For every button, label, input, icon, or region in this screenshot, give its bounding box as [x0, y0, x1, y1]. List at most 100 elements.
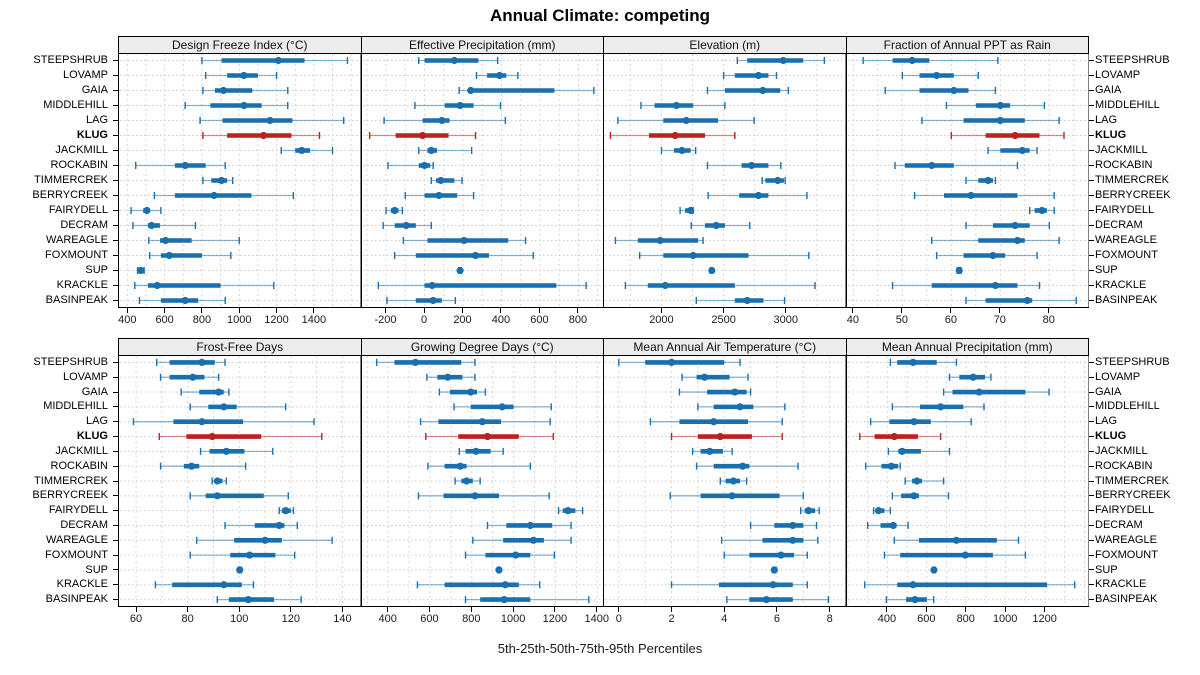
row-tick-right — [1088, 599, 1094, 601]
median-dot — [456, 462, 464, 470]
median-dot — [739, 462, 747, 470]
row-tick-right — [1088, 105, 1094, 106]
x-axis-tick-label: 400 — [877, 613, 897, 625]
x-axis-tick-label: 60 — [944, 314, 957, 326]
x-axis-tick — [126, 308, 128, 313]
x-axis-tick-label: 1200 — [1032, 613, 1057, 625]
median-dot — [949, 86, 957, 95]
site-label: WAREAGLE — [46, 533, 108, 546]
median-dot — [161, 236, 170, 245]
median-dot — [240, 101, 248, 110]
median-dot — [498, 403, 506, 411]
median-dot — [428, 281, 436, 290]
row-tick-right — [1088, 120, 1094, 121]
site-label: GAIA — [1095, 84, 1122, 96]
row-tick-right — [1088, 135, 1094, 136]
x-axis-tick — [187, 607, 189, 612]
site-label: JACKMILL — [1095, 444, 1148, 457]
row-tick-left — [113, 195, 118, 196]
x-axis-tick — [999, 308, 1001, 313]
median-dot — [996, 116, 1004, 125]
median-dot — [420, 161, 428, 170]
row-tick-left — [113, 150, 118, 151]
median-dot — [443, 373, 451, 381]
site-label: KLUG — [1095, 129, 1127, 141]
x-axis-tick-label: 140 — [333, 613, 352, 625]
median-dot — [729, 477, 738, 485]
row-tick-left — [113, 105, 118, 106]
x-axis-tick-label: 8 — [826, 613, 833, 625]
site-label: KRACKLE — [56, 279, 108, 291]
median-dot — [427, 146, 435, 155]
median-dot — [789, 521, 797, 530]
panel-plot-area — [845, 53, 1089, 308]
median-dot — [275, 521, 283, 530]
x-axis-tick — [554, 607, 556, 612]
median-dot — [402, 221, 410, 230]
median-dot — [1037, 206, 1046, 215]
site-label: DECRAM — [60, 519, 108, 532]
median-dot — [908, 358, 917, 367]
x-axis-tick — [341, 607, 343, 612]
median-dot — [266, 116, 274, 125]
row-tick-left — [113, 524, 118, 526]
median-dot — [137, 266, 145, 275]
row-tick-right — [1088, 60, 1094, 61]
row-tick-right — [1088, 285, 1094, 286]
median-dot — [731, 388, 739, 396]
site-label: MIDDLEHILL — [43, 99, 108, 111]
site-label: SUP — [1095, 563, 1118, 576]
site-label: BERRYCREEK — [32, 489, 108, 502]
median-dot — [912, 477, 921, 485]
median-dot — [929, 566, 938, 574]
row-tick-left — [113, 225, 118, 226]
median-dot — [466, 86, 474, 95]
median-dot — [689, 251, 697, 260]
median-dot — [434, 191, 443, 200]
x-axis-tick-label: 70 — [993, 314, 1006, 326]
site-label: KRACKLE — [56, 578, 108, 591]
row-tick-left — [113, 584, 118, 586]
x-axis-tick — [201, 308, 203, 313]
site-label: MIDDLEHILL — [1095, 400, 1160, 413]
site-label: KLUG — [76, 129, 108, 141]
median-dot — [282, 507, 290, 515]
x-axis-tick — [925, 607, 927, 612]
row-tick-left — [113, 60, 118, 61]
site-label: TIMMERCREK — [1095, 474, 1169, 487]
row-tick-left — [113, 285, 118, 286]
median-dot — [710, 418, 718, 426]
site-label: BASINPEAK — [45, 294, 108, 306]
median-dot — [500, 595, 508, 604]
panel-plot-area — [603, 355, 847, 607]
site-label: FAIRYDELL — [48, 204, 108, 216]
x-axis-tick-label: 2 — [668, 613, 675, 625]
x-axis-tick — [723, 607, 725, 612]
x-axis-tick-label: 800 — [568, 314, 588, 326]
median-dot — [220, 581, 228, 589]
row-tick-right — [1088, 406, 1094, 408]
x-axis-tick — [423, 308, 425, 313]
x-axis-tick-label: 1200 — [264, 314, 289, 326]
site-label: GAIA — [81, 84, 108, 96]
median-dot — [390, 206, 398, 215]
row-tick-left — [113, 120, 118, 121]
median-dot — [777, 551, 785, 559]
row-tick-right — [1088, 180, 1094, 181]
site-label: BASINPEAK — [1095, 593, 1158, 606]
x-axis-tick — [618, 607, 620, 612]
x-axis-tick-label: 40 — [846, 314, 859, 326]
median-dot — [728, 492, 736, 500]
median-dot — [261, 536, 269, 544]
row-tick-left — [113, 569, 118, 571]
x-axis-tick-label: 600 — [530, 314, 549, 326]
row-tick-right — [1088, 90, 1094, 91]
median-dot — [748, 161, 756, 170]
median-dot — [754, 71, 763, 80]
median-dot — [529, 536, 537, 544]
site-label: KRACKLE — [1095, 578, 1147, 591]
site-label-column-right: STEEPSHRUB LOVAMP GAIA MIDDLEHILL LAG KLUG JAC… — [1088, 355, 1198, 607]
site-label: SUP — [1095, 264, 1118, 276]
median-dot — [511, 551, 519, 559]
median-dot — [789, 536, 797, 544]
